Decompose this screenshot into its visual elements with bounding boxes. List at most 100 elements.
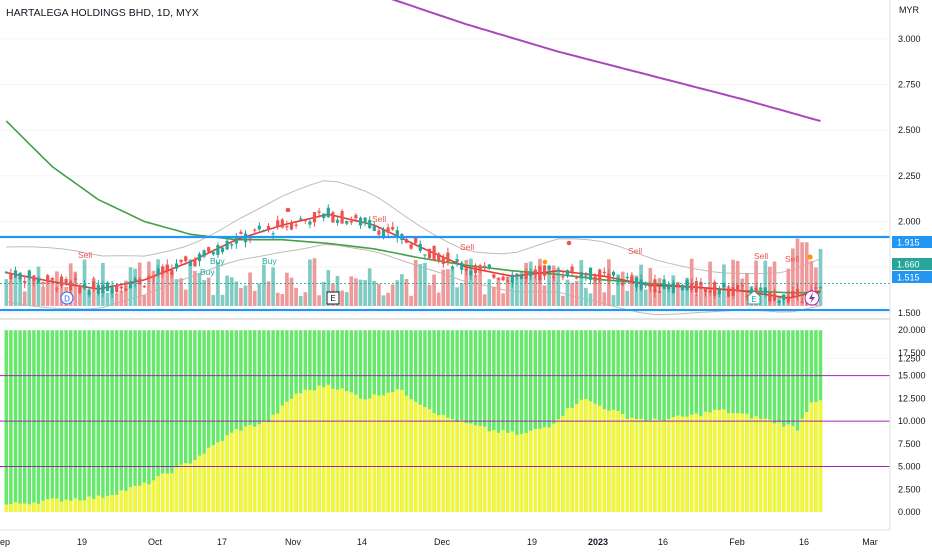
candle-body <box>483 265 487 268</box>
volume-bar <box>179 278 183 306</box>
volume-bar <box>363 280 367 306</box>
volume-bar <box>473 274 478 306</box>
lightning-icon[interactable] <box>804 290 820 306</box>
candle-body <box>492 274 496 278</box>
oscillator-value-bar <box>59 501 64 512</box>
oscillator-value-bar <box>703 411 708 512</box>
oscillator-value-bar <box>763 418 768 512</box>
candle-body <box>777 300 781 303</box>
oscillator-value-bar <box>9 504 13 512</box>
oscillator-tick-label: 0.000 <box>898 507 921 517</box>
oscillator-value-bar <box>50 498 55 512</box>
oscillator-value-bar <box>818 400 823 512</box>
candle-body <box>404 239 409 243</box>
oscillator-value-bar <box>685 416 689 512</box>
candle-body <box>644 282 648 286</box>
oscillator-value-bar <box>275 413 280 512</box>
time-axis[interactable]: ep 19 Oct 17 Nov 14 Dec 19 2023 16 Feb 16 Mar <box>0 537 878 547</box>
volume-bar <box>9 280 13 306</box>
volume-bar <box>501 293 505 306</box>
volume-bar <box>50 278 55 306</box>
candle-body <box>36 278 41 283</box>
oscillator-value-bar <box>676 415 680 512</box>
oscillator-value-bar <box>809 402 814 512</box>
candle-body <box>216 244 220 255</box>
oscillator-value-bar <box>331 388 335 512</box>
oscillator-value-bar <box>441 414 446 512</box>
oscillator-value-bar <box>174 467 179 512</box>
candle-body <box>455 259 459 262</box>
candle-body <box>469 270 473 276</box>
earnings-marker-feb[interactable]: E <box>747 290 761 305</box>
dividend-marker[interactable]: D <box>60 291 74 305</box>
volume-bar <box>377 283 381 306</box>
candle-body <box>584 275 588 277</box>
sell-label: Sell <box>460 242 474 252</box>
volume-bar <box>423 262 427 306</box>
candle-body <box>142 286 146 288</box>
candle-body <box>46 275 50 282</box>
oscillator-value-bar <box>78 500 82 512</box>
volume-bar <box>708 261 712 306</box>
candle-body <box>450 266 455 269</box>
volume-bar <box>197 273 202 306</box>
volume-bar <box>257 283 262 306</box>
candle-body <box>782 294 786 300</box>
candle-body <box>754 287 758 294</box>
candle-body <box>294 224 298 226</box>
candle-body <box>533 270 537 276</box>
oscillator-tick-label: 20.000 <box>898 325 926 335</box>
candle-body <box>303 219 307 222</box>
level-lines[interactable] <box>0 235 890 312</box>
candle-body <box>598 269 602 281</box>
candle-body <box>174 263 179 269</box>
sell-label: Sell <box>78 250 92 260</box>
candle-body <box>358 217 363 226</box>
oscillator-value-bar <box>611 409 616 512</box>
oscillator-value-bar <box>377 395 381 512</box>
oscillator-value-bar <box>151 480 156 512</box>
candle-body <box>446 252 450 262</box>
candle-body <box>713 281 717 296</box>
oscillator-value-bar <box>381 395 386 512</box>
earnings-marker-nov[interactable]: E <box>326 291 340 305</box>
volume-bar <box>151 270 156 306</box>
volume-bar <box>699 282 703 306</box>
volume-bar <box>427 284 432 306</box>
candle-body <box>211 252 215 255</box>
candle-body <box>59 276 64 286</box>
volume-bar <box>676 281 680 306</box>
oscillator-value-bar <box>225 435 229 512</box>
oscillator-value-bar <box>528 430 533 512</box>
oscillator-value-bar <box>73 498 78 512</box>
volume-bar <box>731 259 735 306</box>
volume-bar <box>271 267 275 306</box>
candles <box>4 204 823 306</box>
oscillator-axis[interactable]: 20.000 17.500 15.000 12.500 10.000 7.500 5.000… <box>898 325 926 517</box>
oscillator-tick-label: 17.500 <box>898 348 926 358</box>
oscillator-value-bar <box>423 407 427 512</box>
volume-bar <box>795 238 800 306</box>
oscillator-value-bar <box>487 431 492 512</box>
candle-body <box>506 280 510 282</box>
oscillator-value-bar <box>593 403 597 512</box>
oscillator-value-bar <box>68 500 73 512</box>
volume-bar <box>818 248 823 306</box>
price-badge-lower-text: 1.515 <box>897 273 920 283</box>
oscillator-value-bar <box>699 416 703 512</box>
oscillator-value-bar <box>432 413 436 512</box>
oscillator-value-bar <box>726 413 731 512</box>
volume-bar <box>188 259 193 306</box>
volume-bar <box>220 294 225 306</box>
oscillator-value-bar <box>616 410 620 512</box>
candle-body <box>391 227 395 230</box>
oscillator-value-bar <box>584 398 588 512</box>
volume-bar <box>193 271 197 306</box>
candle-body <box>616 277 620 282</box>
candle-body <box>322 213 326 219</box>
volume-bar <box>234 281 239 306</box>
candle-body <box>239 231 243 234</box>
volume-bar <box>36 266 41 306</box>
